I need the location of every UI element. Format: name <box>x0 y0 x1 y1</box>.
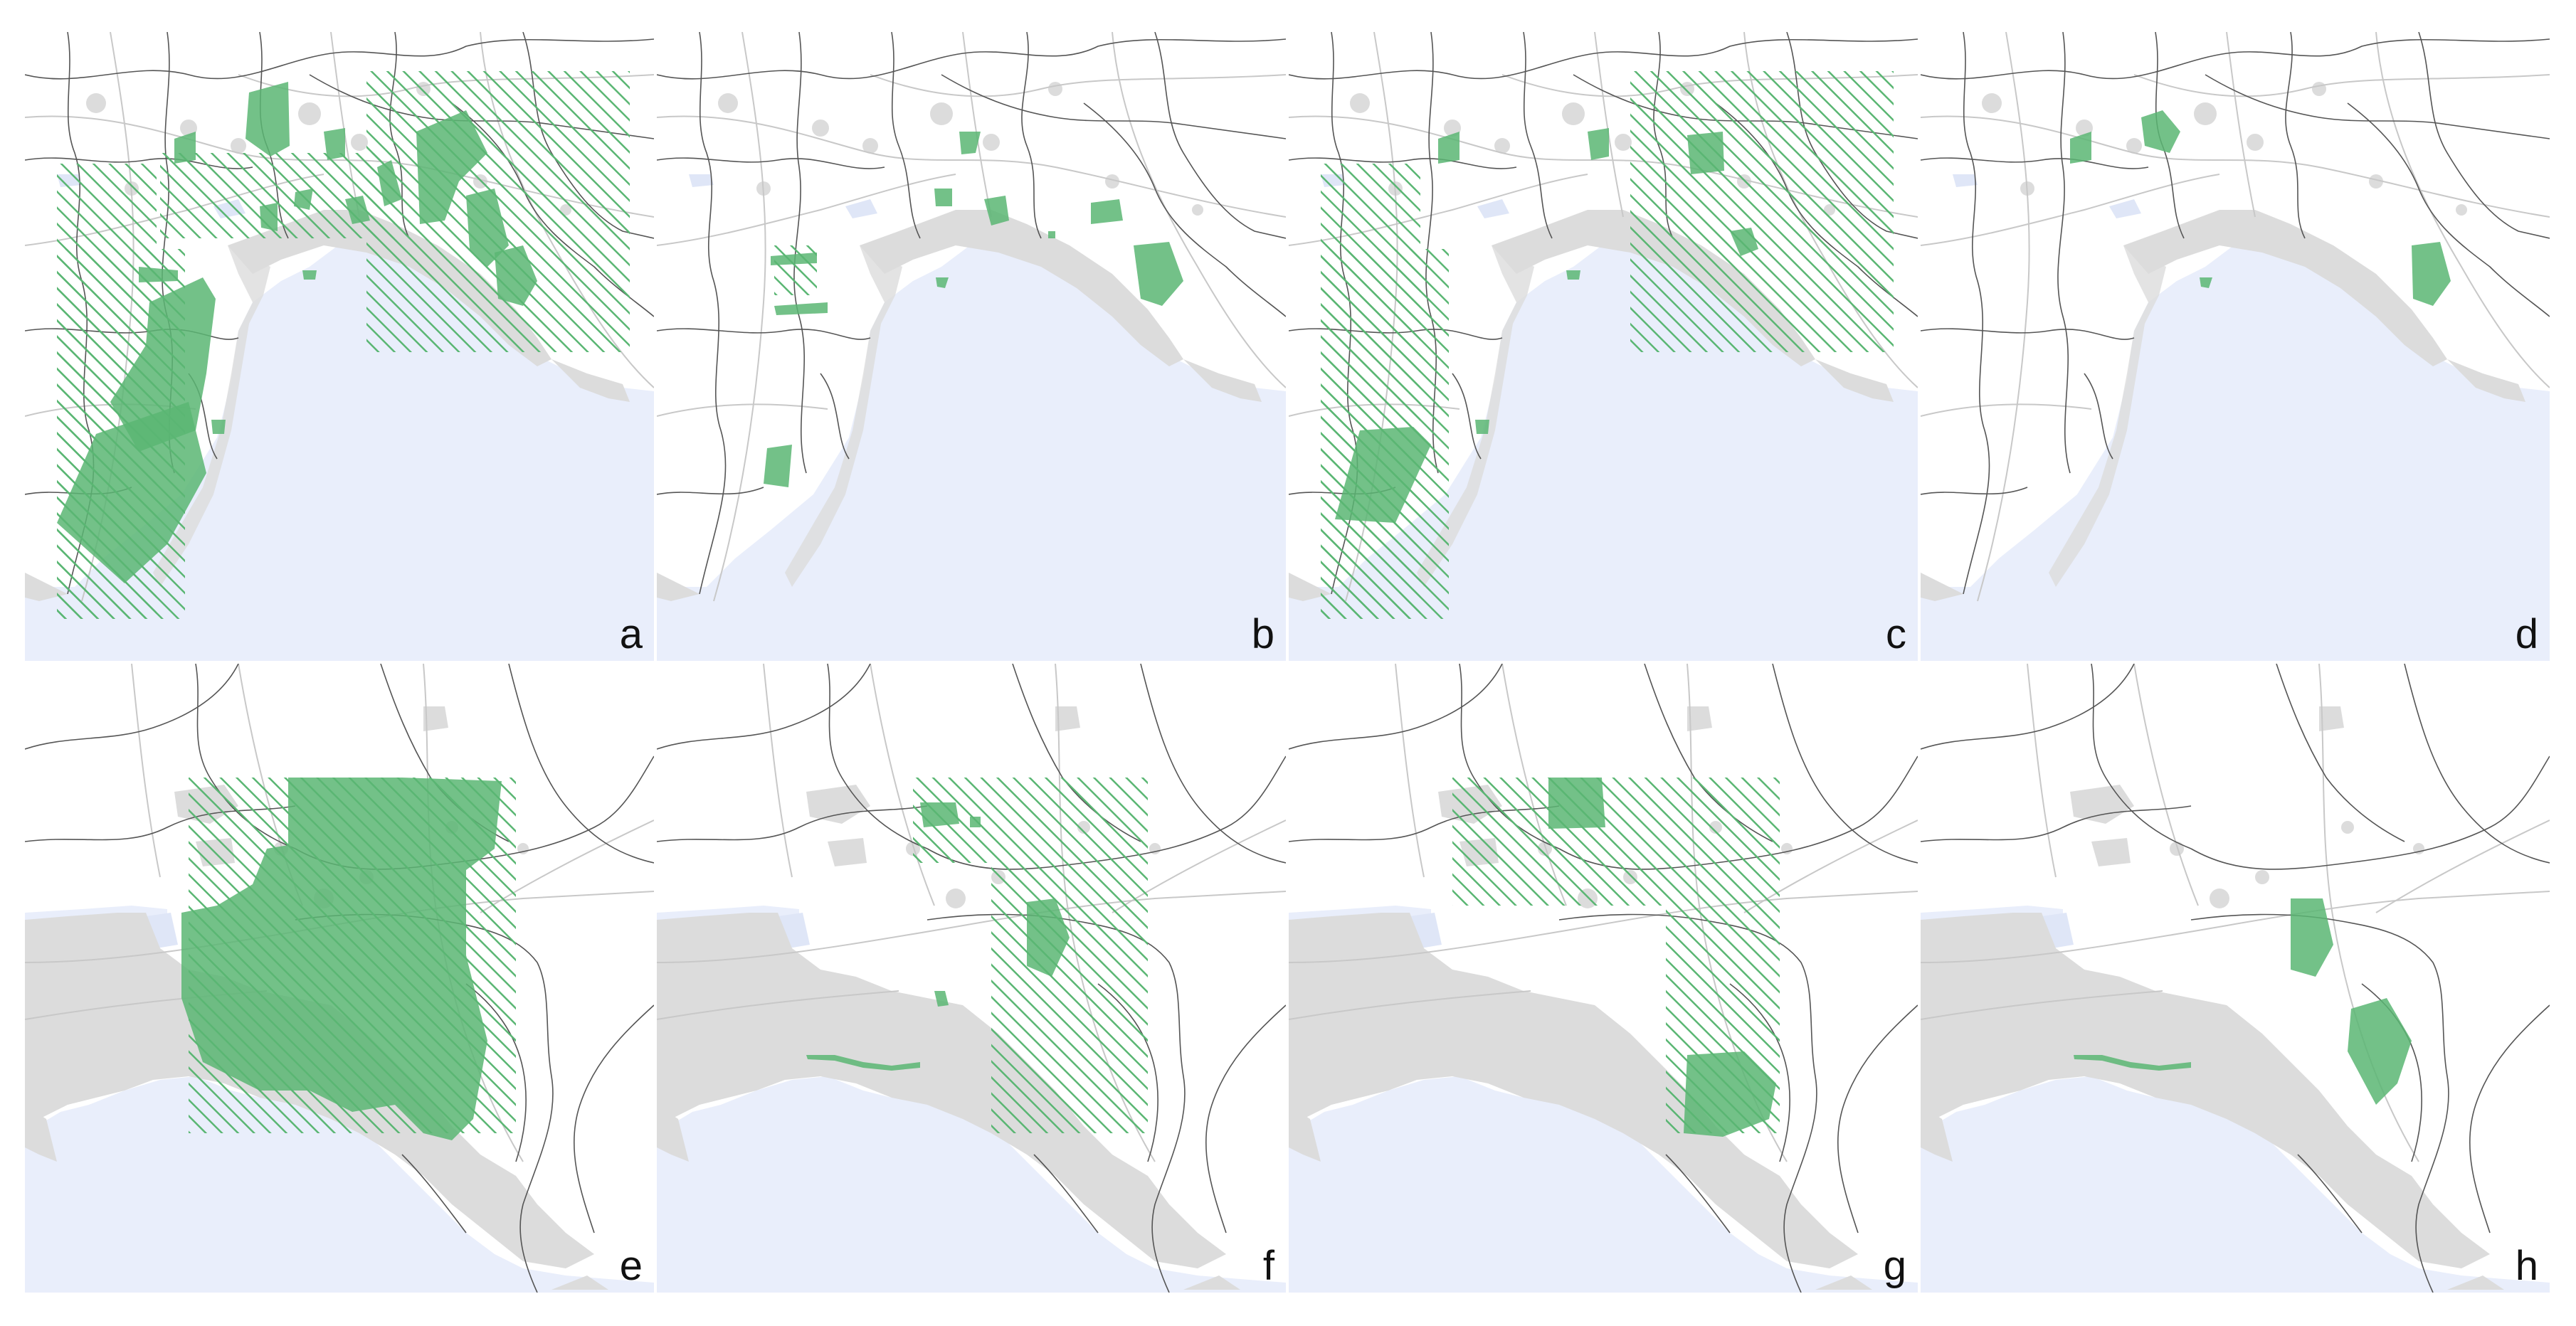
map-panel-h: h <box>1921 664 2550 1293</box>
panel-label-b: b <box>1252 611 1274 657</box>
hatched-zones <box>913 778 1148 1133</box>
hatched-zones <box>1452 778 1780 1133</box>
panel-label-g: g <box>1884 1243 1906 1289</box>
map-panel-e: e <box>25 664 654 1293</box>
green-zones <box>806 802 1070 1071</box>
green-zones <box>764 132 1183 487</box>
panel-grid: a b <box>25 32 2551 1298</box>
map-panel-b: b <box>657 32 1286 661</box>
hatched-zones <box>774 245 817 295</box>
panel-label-f: f <box>1263 1243 1275 1289</box>
green-zones <box>2070 110 2451 306</box>
map-panel-f: f <box>657 664 1286 1293</box>
panel-label-c: c <box>1886 611 1906 657</box>
panel-label-a: a <box>620 611 643 657</box>
map-c: c <box>1289 32 1918 661</box>
map-d: d <box>1921 32 2550 661</box>
green-zones <box>1548 778 1776 1137</box>
map-panel-g: g <box>1289 664 1918 1293</box>
panel-label-d: d <box>2516 611 2538 657</box>
map-panel-c: c <box>1289 32 1918 661</box>
map-h: h <box>1921 664 2550 1293</box>
map-a: a <box>25 32 654 661</box>
panel-label-e: e <box>620 1243 643 1289</box>
map-b: b <box>657 32 1286 661</box>
green-zones <box>2074 898 2412 1105</box>
map-panel-d: d <box>1921 32 2550 661</box>
green-zones <box>57 82 537 583</box>
map-panel-a: a <box>25 32 654 661</box>
map-g: g <box>1289 664 1918 1293</box>
map-e: e <box>25 664 654 1293</box>
green-zones <box>1335 128 1758 523</box>
panel-label-h: h <box>2516 1243 2538 1289</box>
map-f: f <box>657 664 1286 1293</box>
green-zones <box>181 778 502 1140</box>
